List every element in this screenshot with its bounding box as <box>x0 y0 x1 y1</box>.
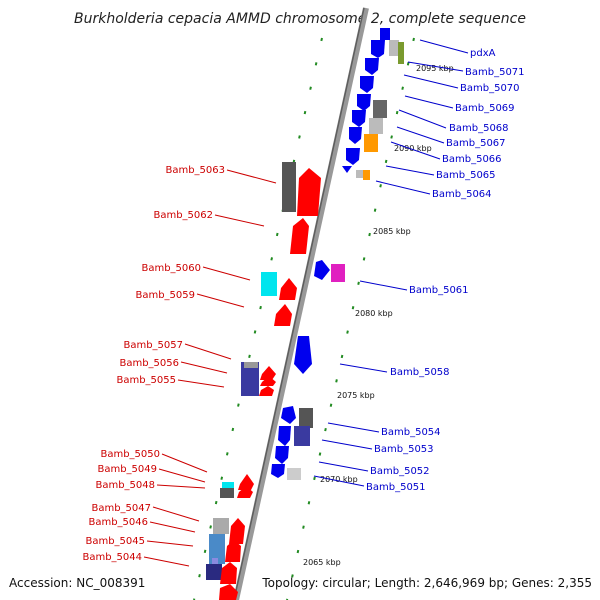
gene-label: Bamb_5052 <box>370 466 430 477</box>
map-title: Burkholderia cepacia AMMD chromosome 2, … <box>74 11 526 27</box>
gene-label: Bamb_5066 <box>442 154 502 165</box>
features-middle <box>241 162 345 396</box>
scale-label: 2090 kbp <box>394 144 432 153</box>
accession-text: Accession: NC_008391 <box>9 576 145 590</box>
gene-label: Bamb_5059 <box>135 290 195 301</box>
right-gene-labels <box>313 39 469 487</box>
gene-label: Bamb_5047 <box>91 503 151 514</box>
gene-label: Bamb_5064 <box>432 189 492 200</box>
gene-label: Bamb_5065 <box>436 170 496 181</box>
gene-label: Bamb_5068 <box>449 123 509 134</box>
chromosome-backbone-edge <box>233 7 365 600</box>
outer-track <box>193 37 323 600</box>
gene-label: Bamb_5055 <box>116 375 176 386</box>
gene-label: pdxA <box>470 48 496 59</box>
left-gene-labels <box>143 169 277 567</box>
gene-label: Bamb_5044 <box>82 552 142 563</box>
gene-label: Bamb_5056 <box>119 358 179 369</box>
gene-label: Bamb_5063 <box>165 165 225 176</box>
scale-label: 2075 kbp <box>337 391 375 400</box>
gene-label: Bamb_5069 <box>455 103 515 114</box>
right-gene-label-text: pdxA Bamb_5071 Bamb_5070 Bamb_5069 Bamb_… <box>366 48 525 493</box>
features-top <box>342 28 404 180</box>
gene-label: Bamb_5062 <box>153 210 213 221</box>
gene-label: Bamb_5070 <box>460 83 520 94</box>
scale-label: 2080 kbp <box>355 309 393 318</box>
gene-label: Bamb_5058 <box>390 367 450 378</box>
scale-label: 2095 kbp <box>416 64 454 73</box>
gene-label: Bamb_5050 <box>100 449 160 460</box>
gene-label: Bamb_5067 <box>446 138 506 149</box>
gene-label: Bamb_5053 <box>374 444 434 455</box>
topology-text: Topology: circular; Length: 2,646,969 bp… <box>261 576 592 590</box>
gene-label: Bamb_5048 <box>95 480 155 491</box>
scale-label: 2085 kbp <box>373 227 411 236</box>
scale-labels: 2095 kbp 2090 kbp 2085 kbp 2080 kbp 2075… <box>303 64 454 567</box>
scale-label: 2070 kbp <box>320 475 358 484</box>
gene-label: Bamb_5071 <box>465 67 525 78</box>
gene-label: Bamb_5060 <box>141 263 201 274</box>
gene-label: Bamb_5051 <box>366 482 426 493</box>
scale-label: 2065 kbp <box>303 558 341 567</box>
inner-track <box>286 37 415 600</box>
gene-label: Bamb_5046 <box>88 517 148 528</box>
gene-label: Bamb_5049 <box>97 464 157 475</box>
left-gene-label-text: Bamb_5063 Bamb_5062 Bamb_5060 Bamb_5059 … <box>82 165 225 563</box>
features-bottom <box>206 406 313 600</box>
gene-label: Bamb_5045 <box>85 536 145 547</box>
gene-label: Bamb_5061 <box>409 285 469 296</box>
chromosome-backbone <box>233 7 369 600</box>
gene-label: Bamb_5054 <box>381 427 441 438</box>
gene-label: Bamb_5057 <box>123 340 183 351</box>
